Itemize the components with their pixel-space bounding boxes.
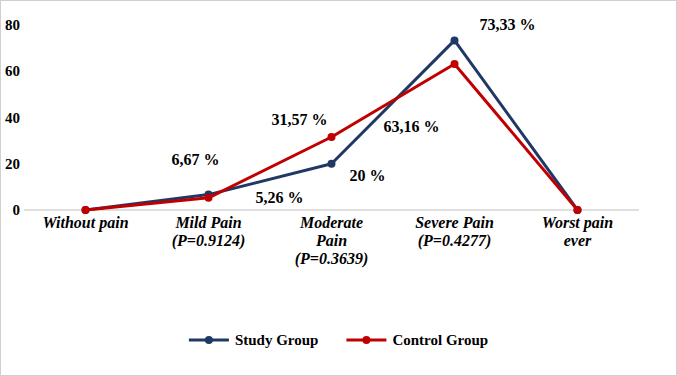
y-tick — [21, 163, 24, 164]
legend: Study Group Control Group — [189, 332, 488, 348]
y-tick-label: 80 — [5, 17, 20, 33]
marker — [82, 206, 90, 214]
y-tick-label: 40 — [5, 110, 20, 126]
marker — [574, 206, 582, 214]
y-tick — [21, 117, 24, 118]
y-tick — [21, 210, 24, 211]
marker — [82, 206, 90, 214]
data-label: 73,33 % — [480, 16, 536, 33]
background — [1, 1, 677, 376]
legend-marker — [362, 336, 370, 344]
marker — [451, 36, 459, 44]
series-line — [86, 64, 578, 210]
plot-marks — [82, 36, 582, 214]
legend-label: Study Group — [235, 332, 319, 348]
y-tick — [21, 25, 24, 26]
legend-marker — [205, 336, 213, 344]
marker — [328, 133, 336, 141]
data-label: 5,26 % — [256, 189, 304, 206]
x-axis — [24, 210, 639, 211]
marker — [451, 60, 459, 68]
x-tick-label: Mild Pain(P=0.9124) — [172, 214, 246, 250]
data-label: 31,57 % — [272, 111, 328, 128]
series-line — [86, 40, 578, 210]
marker — [574, 206, 582, 214]
data-label: 20 % — [350, 167, 386, 184]
x-tick-label: Without pain — [42, 214, 128, 232]
marker — [328, 160, 336, 168]
y-tick — [21, 71, 24, 72]
y-tick-label: 0 — [13, 202, 21, 218]
legend-label: Control Group — [392, 332, 488, 348]
data-label: 63,16 % — [384, 118, 440, 135]
x-tick-label: ModeratePain(P=0.3639) — [295, 214, 369, 268]
chart: 0 20 40 60 80 Without pain Mild Pain(P=0.9124)… — [0, 0, 677, 376]
y-tick-label: 20 — [5, 156, 20, 172]
x-tick-label: Severe Pain(P=0.4277) — [415, 214, 494, 250]
marker — [205, 194, 213, 202]
data-label: 6,67 % — [172, 151, 220, 168]
x-tick-label: Worst painever — [542, 214, 613, 249]
y-tick-label: 60 — [5, 63, 20, 79]
